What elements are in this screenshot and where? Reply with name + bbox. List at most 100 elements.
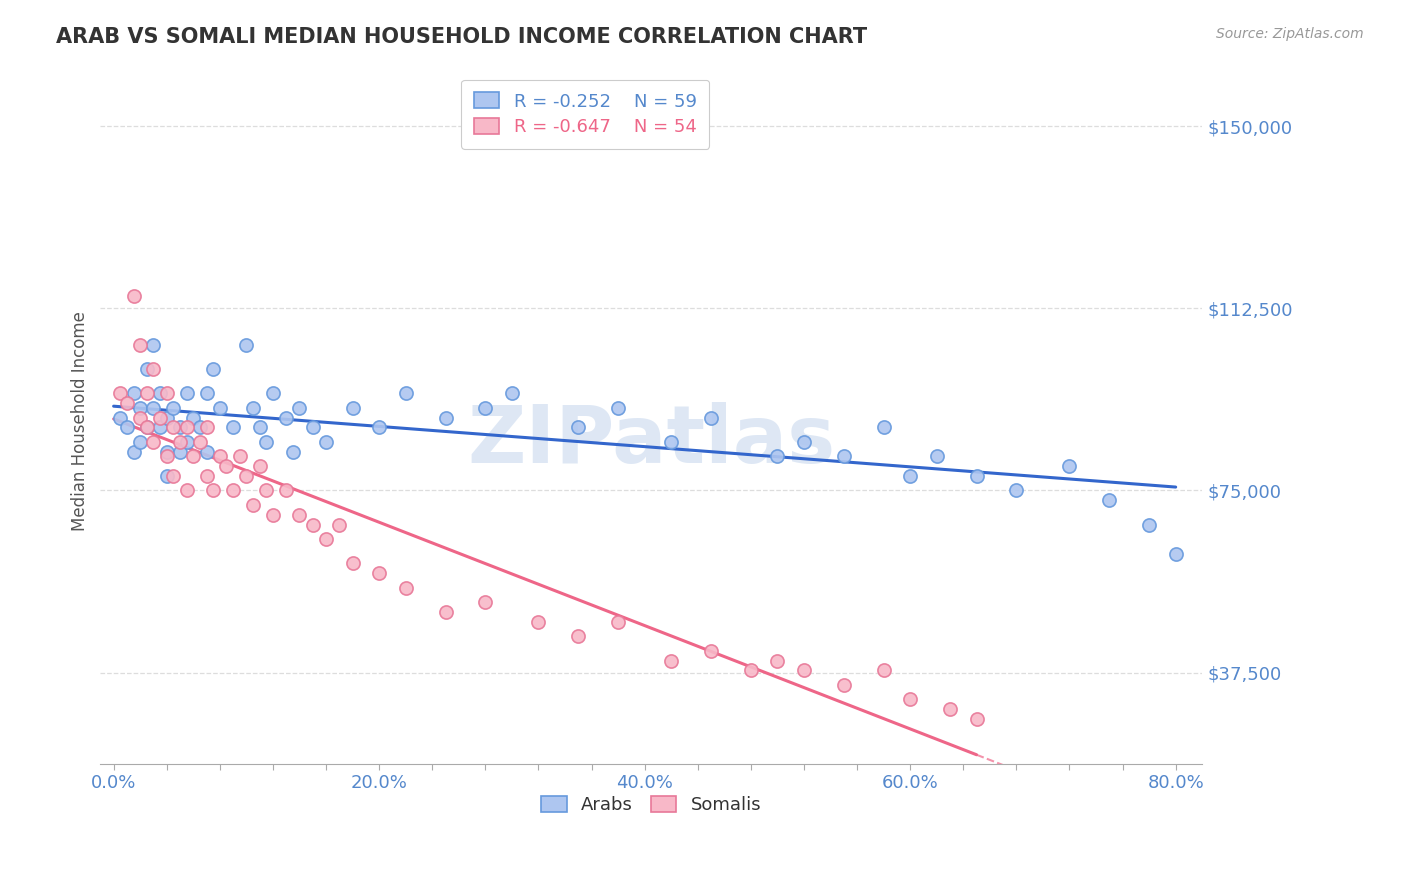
Point — [242, 401, 264, 415]
Point — [288, 401, 311, 415]
Point — [254, 483, 277, 498]
Point — [474, 401, 496, 415]
Point — [156, 450, 179, 464]
Point — [169, 420, 191, 434]
Point — [176, 483, 198, 498]
Point — [142, 401, 165, 415]
Point — [501, 386, 523, 401]
Point — [276, 483, 298, 498]
Point — [195, 469, 218, 483]
Point — [740, 663, 762, 677]
Point — [176, 420, 198, 434]
Point — [1005, 483, 1028, 498]
Point — [222, 483, 245, 498]
Point — [149, 410, 172, 425]
Point — [872, 420, 894, 434]
Point — [188, 420, 211, 434]
Point — [110, 410, 132, 425]
Point — [966, 712, 988, 726]
Point — [832, 678, 855, 692]
Point — [169, 444, 191, 458]
Point — [872, 663, 894, 677]
Point — [898, 469, 921, 483]
Point — [129, 434, 152, 449]
Point — [122, 289, 145, 303]
Point — [368, 420, 391, 434]
Point — [288, 508, 311, 522]
Point — [169, 434, 191, 449]
Point — [229, 450, 252, 464]
Point — [793, 663, 815, 677]
Point — [149, 420, 172, 434]
Point — [567, 420, 589, 434]
Point — [659, 654, 682, 668]
Point — [202, 483, 225, 498]
Point — [162, 401, 184, 415]
Point — [607, 401, 630, 415]
Point — [129, 401, 152, 415]
Point — [110, 386, 132, 401]
Point — [254, 434, 277, 449]
Point — [395, 386, 418, 401]
Point — [202, 362, 225, 376]
Text: Source: ZipAtlas.com: Source: ZipAtlas.com — [1216, 27, 1364, 41]
Text: ARAB VS SOMALI MEDIAN HOUSEHOLD INCOME CORRELATION CHART: ARAB VS SOMALI MEDIAN HOUSEHOLD INCOME C… — [56, 27, 868, 46]
Point — [176, 434, 198, 449]
Point — [567, 629, 589, 643]
Legend: Arabs, Somalis: Arabs, Somalis — [533, 787, 770, 823]
Point — [115, 396, 138, 410]
Point — [162, 469, 184, 483]
Point — [235, 337, 257, 351]
Point — [142, 434, 165, 449]
Point — [700, 410, 723, 425]
Point — [142, 362, 165, 376]
Point — [939, 702, 962, 716]
Point — [766, 654, 789, 668]
Point — [434, 605, 457, 619]
Point — [966, 469, 988, 483]
Point — [135, 420, 157, 434]
Point — [135, 420, 157, 434]
Point — [156, 469, 179, 483]
Point — [1098, 493, 1121, 508]
Y-axis label: Median Household Income: Median Household Income — [72, 310, 89, 531]
Point — [195, 444, 218, 458]
Point — [249, 420, 271, 434]
Point — [281, 444, 304, 458]
Point — [208, 401, 231, 415]
Point — [195, 420, 218, 434]
Point — [1059, 459, 1081, 474]
Point — [135, 386, 157, 401]
Point — [149, 386, 172, 401]
Point — [315, 532, 337, 546]
Point — [156, 410, 179, 425]
Point — [368, 566, 391, 580]
Point — [188, 434, 211, 449]
Point — [301, 420, 323, 434]
Point — [235, 469, 257, 483]
Point — [122, 444, 145, 458]
Point — [135, 362, 157, 376]
Point — [129, 410, 152, 425]
Point — [1137, 517, 1160, 532]
Point — [242, 498, 264, 512]
Point — [208, 450, 231, 464]
Point — [122, 386, 145, 401]
Point — [700, 644, 723, 658]
Point — [222, 420, 245, 434]
Point — [176, 386, 198, 401]
Point — [925, 450, 948, 464]
Point — [395, 581, 418, 595]
Point — [129, 337, 152, 351]
Point — [342, 557, 364, 571]
Point — [832, 450, 855, 464]
Point — [315, 434, 337, 449]
Point — [659, 434, 682, 449]
Point — [162, 420, 184, 434]
Point — [527, 615, 550, 629]
Point — [276, 410, 298, 425]
Point — [156, 444, 179, 458]
Point — [301, 517, 323, 532]
Point — [262, 386, 284, 401]
Point — [474, 595, 496, 609]
